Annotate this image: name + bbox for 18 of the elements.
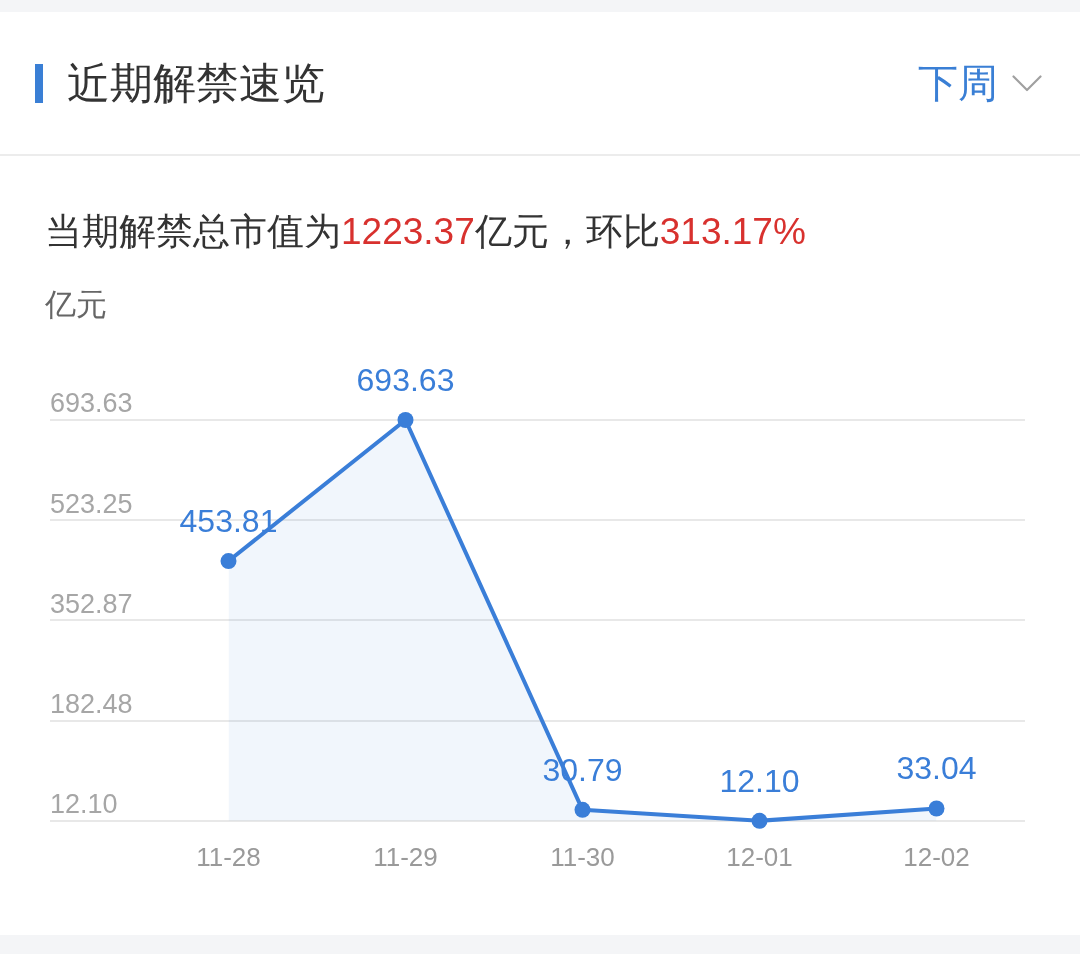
data-label: 453.81 bbox=[179, 502, 278, 539]
y-tick-label: 352.87 bbox=[50, 588, 133, 619]
y-axis-title: 亿元 bbox=[45, 286, 107, 324]
x-tick-label: 11-29 bbox=[373, 841, 438, 872]
x-tick-label: 12-02 bbox=[903, 841, 970, 872]
x-tick-label: 11-28 bbox=[196, 841, 261, 872]
data-label: 12.10 bbox=[719, 762, 800, 799]
y-tick-label: 693.63 bbox=[50, 388, 133, 419]
chart-subtitle: 当期解禁总市值为1223.37亿元，环比313.17% bbox=[45, 211, 806, 252]
text: 下周 bbox=[918, 60, 998, 107]
data-label: 33.04 bbox=[896, 750, 977, 787]
x-tick-label: 11-30 bbox=[550, 841, 615, 872]
y-tick-label: 523.25 bbox=[50, 488, 133, 519]
x-tick-label: 12-01 bbox=[726, 841, 793, 872]
data-label: 693.63 bbox=[356, 361, 455, 398]
y-tick-label: 12.10 bbox=[50, 789, 118, 820]
y-tick-label: 182.48 bbox=[50, 689, 133, 720]
chart-title: 近期解禁速览 bbox=[67, 58, 325, 108]
